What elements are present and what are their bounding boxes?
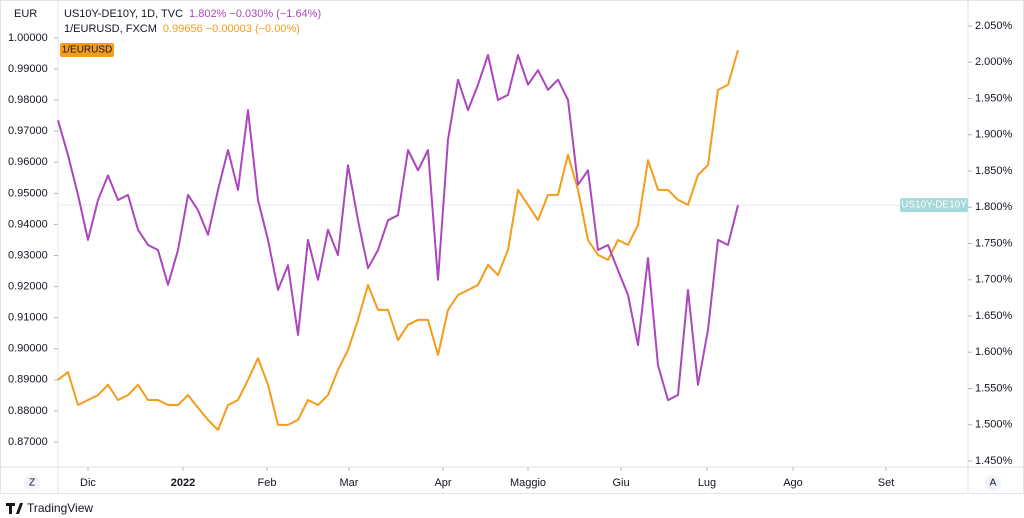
y-tick-label: 0.95000 [8,187,48,199]
y-tick-label: 0.96000 [8,156,48,168]
y2-tick-label: 1.700% [975,274,1013,286]
series-tag [60,43,114,57]
y-tick-label: 0.89000 [8,374,48,386]
y-tick-label: 0.87000 [8,436,48,448]
y-tick-label: 0.98000 [8,94,48,106]
x-tick-label: Maggio [510,477,546,489]
x-tick-label: Giu [612,477,629,489]
series-tag-label: US10Y-DE10Y [901,200,967,211]
y-tick-label: 0.97000 [8,125,48,137]
x-tick-label: Apr [434,477,451,489]
scale-button-label[interactable]: Z [29,478,35,489]
legend-symbol: US10Y-DE10Y, 1D, TVC [64,8,183,20]
y-tick-label: 0.91000 [8,312,48,324]
y2-tick-label: 1.800% [975,201,1013,213]
series-tag [900,198,968,213]
y-tick-label: 0.99000 [8,63,48,75]
legend-quote: 1.802% −0.030% (−1.64%) [189,8,321,20]
y-tick-label: 0.93000 [8,249,48,261]
y-tick-label: 0.94000 [8,218,48,230]
legend-quote: 0.99656 −0.00003 (−0.00%) [163,23,300,35]
x-tick-label: Ago [783,477,803,489]
x-tick-label: Dic [80,477,96,489]
left-axis-unit: EUR [14,8,37,20]
y2-tick-label: 1.450% [975,455,1013,467]
auto-button[interactable] [985,475,1001,491]
series-line [57,54,739,402]
y2-tick-label: 2.050% [975,20,1013,32]
y2-tick-label: 2.000% [975,56,1013,68]
auto-button-label[interactable]: A [990,478,997,489]
x-tick-label: Set [878,477,895,489]
y2-tick-label: 1.750% [975,237,1013,249]
x-tick-label: Feb [258,477,277,489]
y-tick-label: 0.92000 [8,281,48,293]
legend-symbol: 1/EURUSD, FXCM [64,23,157,35]
y2-tick-label: 1.600% [975,346,1013,358]
brand-name: TradingView [27,501,93,515]
y2-tick-label: 1.850% [975,165,1013,177]
series-line [57,49,739,431]
y2-tick-label: 1.900% [975,129,1013,141]
y-tick-label: 0.90000 [8,343,48,355]
series-tag-label: 1/EURUSD [62,45,113,56]
scale-button[interactable] [24,475,40,491]
y2-tick-label: 1.950% [975,92,1013,104]
x-tick-label: Lug [698,477,716,489]
y2-tick-label: 1.500% [975,419,1013,431]
y2-tick-label: 1.650% [975,310,1013,322]
y-tick-label: 0.88000 [8,405,48,417]
brand-logo [6,503,23,514]
x-tick-label: Mar [340,477,359,489]
y2-tick-label: 1.550% [975,382,1013,394]
x-tick-label: 2022 [171,477,195,489]
y-tick-label: 1.00000 [8,32,48,44]
